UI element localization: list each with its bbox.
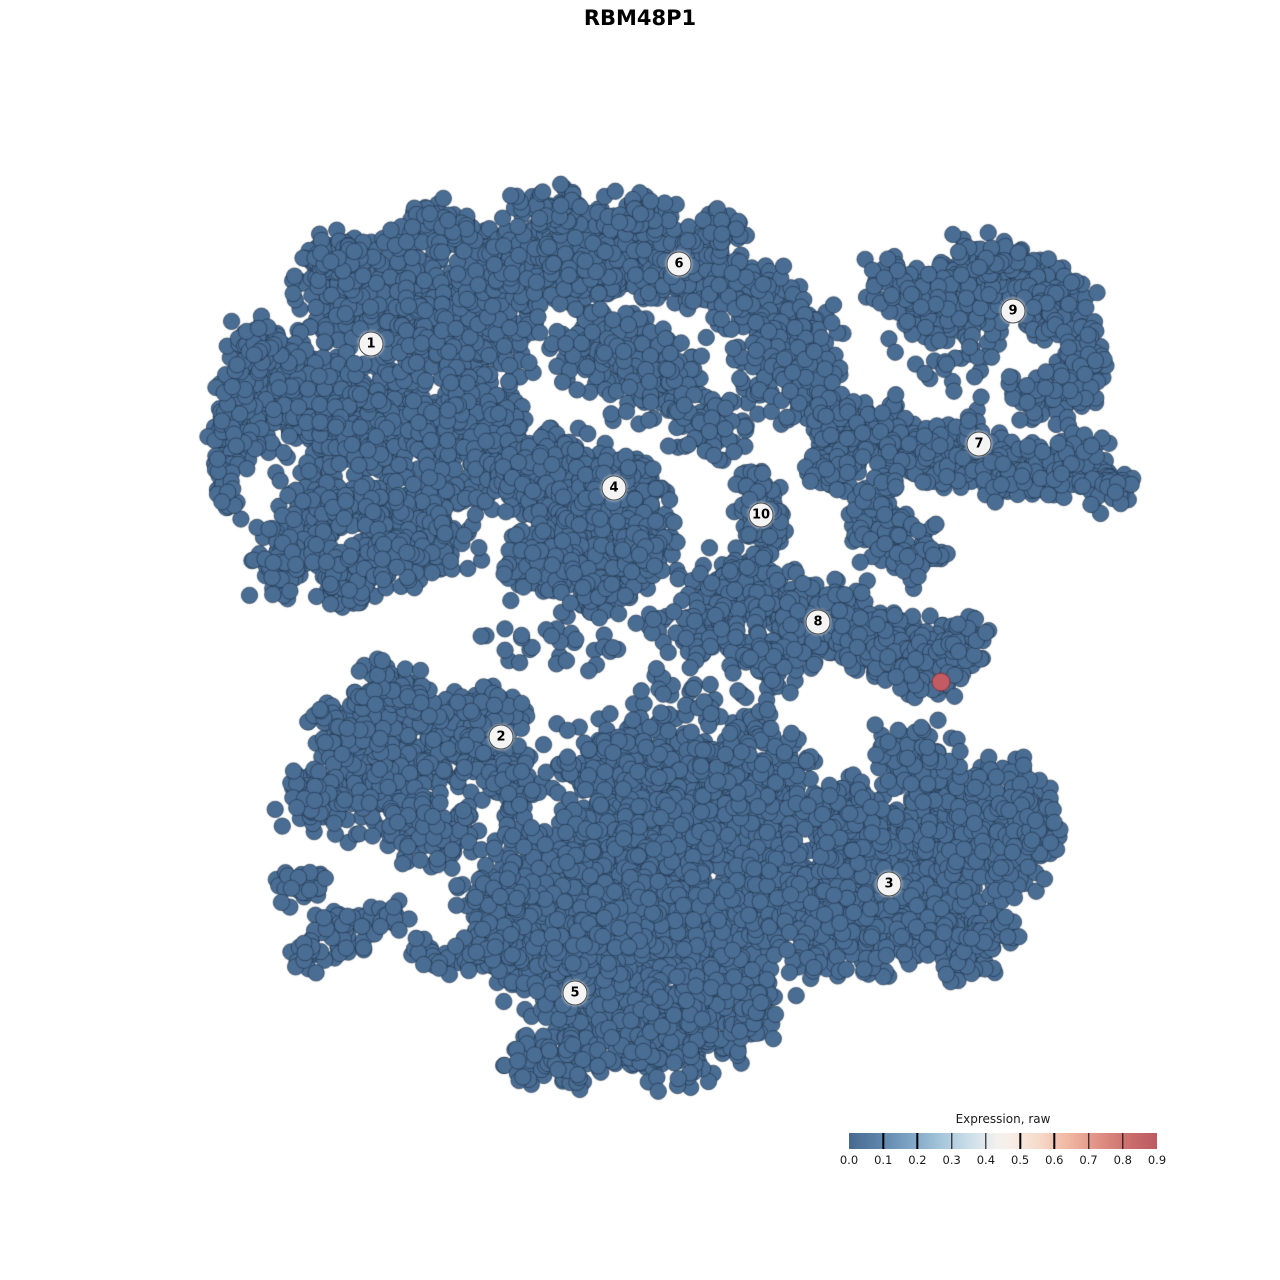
colorbar-tick (1053, 1133, 1056, 1149)
colorbar-tick-label: 0.8 (1113, 1153, 1132, 1167)
cluster-label-10[interactable]: 10 (748, 502, 774, 528)
colorbar (849, 1133, 1157, 1149)
colorbar-tick (985, 1133, 987, 1149)
colorbar-tick-label: 0.0 (839, 1153, 859, 1167)
colorbar-tick-label: 0.2 (908, 1153, 927, 1167)
expression-legend: Expression, raw 0.0 0.1 0.2 0.3 0.4 0.5 0.6 0.7… (840, 1112, 1166, 1172)
cluster-label-9[interactable]: 9 (1000, 298, 1026, 324)
colorbar-tick-label: 0.4 (976, 1153, 996, 1167)
colorbar-tick (882, 1133, 884, 1149)
colorbar-tick (916, 1133, 919, 1149)
cluster-label-2[interactable]: 2 (488, 724, 514, 750)
cluster-label-6[interactable]: 6 (666, 251, 692, 277)
colorbar-tick (1019, 1133, 1021, 1149)
legend-title: Expression, raw (955, 1112, 1051, 1126)
cluster-label-3[interactable]: 3 (876, 871, 902, 897)
colorbar-tick-labels: 0.0 0.1 0.2 0.3 0.4 0.5 0.6 0.7 0.8 0.9 (840, 1153, 1166, 1169)
cluster-label-1[interactable]: 1 (358, 331, 384, 357)
colorbar-tick (1087, 1133, 1090, 1149)
colorbar-tick-label: 0.9 (1147, 1153, 1167, 1167)
cluster-label-7[interactable]: 7 (966, 431, 992, 457)
colorbar-tick-label: 0.1 (874, 1153, 893, 1167)
cluster-label-8[interactable]: 8 (805, 609, 831, 635)
colorbar-tick-label: 0.7 (1079, 1153, 1098, 1167)
plot-title: RBM48P1 (583, 6, 697, 30)
colorbar-tick-label: 0.6 (1045, 1153, 1064, 1167)
colorbar-tick (1122, 1133, 1124, 1149)
colorbar-tick (950, 1133, 953, 1149)
colorbar-tick-label: 0.5 (1010, 1153, 1030, 1167)
cluster-label-4[interactable]: 4 (601, 475, 627, 501)
colorbar-tick-label: 0.3 (942, 1153, 961, 1167)
cluster-label-5[interactable]: 5 (562, 980, 588, 1006)
